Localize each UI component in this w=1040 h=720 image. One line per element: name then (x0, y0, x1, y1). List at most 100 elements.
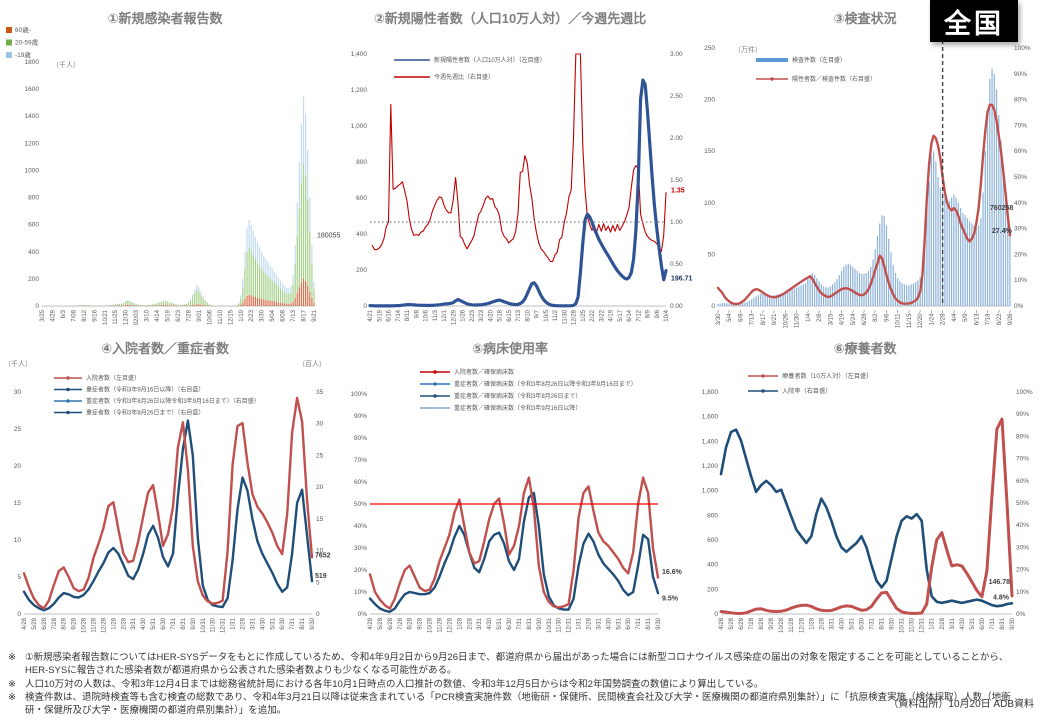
svg-text:400: 400 (707, 562, 718, 569)
chart-title: ⑥療養者数 (833, 341, 897, 356)
svg-text:200: 200 (28, 276, 39, 283)
svg-text:12/1: 12/1 (442, 309, 448, 321)
svg-text:11/10: 11/10 (218, 309, 224, 324)
svg-text:7/12: 7/12 (636, 309, 642, 321)
svg-text:11/30: 11/30 (562, 309, 568, 324)
svg-text:7652: 7652 (315, 552, 331, 559)
svg-text:3.00: 3.00 (670, 51, 683, 58)
svg-text:600: 600 (707, 537, 718, 544)
svg-text:9/30: 9/30 (656, 617, 662, 629)
svg-text:5/28: 5/28 (32, 617, 38, 629)
svg-text:5/31: 5/31 (616, 617, 622, 629)
svg-text:8/10: 8/10 (525, 309, 531, 321)
svg-text:7/14: 7/14 (396, 309, 402, 321)
svg-text:重症者数／確保病床数（令和3年8月26日以降令和3年9月16: 重症者数／確保病床数（令和3年8月26日以降令和3年9月16日まで） (454, 380, 637, 388)
svg-text:5/04: 5/04 (270, 309, 276, 321)
svg-text:50: 50 (708, 251, 716, 258)
svg-text:1200: 1200 (25, 140, 40, 147)
svg-text:9/7: 9/7 (535, 309, 541, 318)
svg-text:20: 20 (316, 484, 324, 491)
svg-text:6/30: 6/30 (161, 617, 167, 629)
svg-text:90%: 90% (1014, 71, 1027, 78)
svg-text:5/31: 5/31 (849, 617, 855, 629)
svg-text:1/4~: 1/4~ (806, 310, 812, 322)
svg-text:4/4~: 4/4~ (952, 310, 958, 322)
svg-text:11/25: 11/25 (113, 309, 119, 324)
svg-text:3/31: 3/31 (950, 617, 956, 629)
svg-text:7/31: 7/31 (171, 617, 177, 629)
svg-text:6/08: 6/08 (281, 309, 287, 321)
svg-text:11/30: 11/30 (211, 617, 217, 632)
svg-text:8/28: 8/28 (759, 617, 765, 629)
svg-text:10/28: 10/28 (428, 617, 434, 633)
svg-text:3/15~: 3/15~ (828, 310, 834, 326)
svg-text:0: 0 (714, 611, 718, 618)
svg-text:4/30: 4/30 (487, 617, 493, 629)
svg-text:12/31: 12/31 (567, 617, 573, 633)
svg-text:3/23: 3/23 (479, 309, 485, 321)
svg-text:50%: 50% (354, 501, 367, 508)
svg-text:15: 15 (316, 516, 324, 523)
svg-text:12/20~: 12/20~ (918, 310, 924, 329)
footnote-text: ①新規感染者報告数についてはHER-SYSデータをもとに作成しているため、令和4… (25, 652, 1009, 677)
svg-text:12/15: 12/15 (228, 309, 234, 325)
svg-text:2/23: 2/23 (470, 309, 476, 321)
svg-text:入院者数／確保病床数: 入院者数／確保病床数 (454, 368, 514, 376)
svg-text:12/28: 12/28 (447, 617, 453, 633)
footnote-marker: ※ (8, 652, 16, 663)
svg-text:1/31: 1/31 (577, 617, 583, 629)
svg-text:100%: 100% (1014, 45, 1031, 52)
footnotes: ※ ①新規感染者報告数についてはHER-SYSデータをもとに作成しているため、令… (8, 651, 1022, 717)
svg-text:8/31: 8/31 (880, 617, 886, 629)
footnote-text: 検査件数は、退院時検査等も含む検査の総数であり、令和4年3月21日以降は従来含ま… (25, 691, 1011, 717)
svg-text:7/13~: 7/13~ (750, 310, 756, 326)
svg-text:60%: 60% (1016, 478, 1029, 485)
svg-text:5/18: 5/18 (498, 309, 504, 321)
svg-text:150: 150 (704, 148, 715, 155)
svg-text:5/31: 5/31 (270, 617, 276, 629)
svg-text:10%: 10% (354, 589, 367, 596)
svg-text:7/28: 7/28 (749, 617, 755, 629)
svg-text:11/15~: 11/15~ (907, 310, 913, 329)
svg-text:9/26~: 9/26~ (1008, 310, 1014, 326)
svg-text:70%: 70% (354, 457, 367, 464)
svg-text:1/28: 1/28 (457, 617, 463, 629)
svg-text:6/16: 6/16 (387, 309, 393, 321)
svg-text:25: 25 (316, 452, 324, 459)
svg-text:400: 400 (28, 249, 39, 256)
svg-text:100: 100 (704, 200, 715, 207)
chart-title: ⑤病床使用率 (471, 341, 548, 356)
svg-text:1,200: 1,200 (702, 463, 719, 470)
svg-text:今週先週比（右目盛）: 今週先週比（右目盛） (434, 73, 494, 81)
svg-text:25: 25 (14, 426, 22, 433)
svg-text:8/28: 8/28 (62, 617, 68, 629)
svg-text:11/30~: 11/30~ (795, 310, 801, 329)
svg-text:9/6~: 9/6~ (884, 310, 890, 322)
svg-text:80%: 80% (354, 435, 367, 442)
svg-text:180055: 180055 (317, 233, 340, 240)
svg-text:7/18~: 7/18~ (986, 310, 992, 326)
svg-text:5/24~: 5/24~ (851, 310, 857, 326)
svg-text:400: 400 (356, 231, 367, 238)
svg-text:6/14: 6/14 (627, 309, 633, 321)
svg-text:4/30: 4/30 (141, 617, 147, 629)
svg-text:7/28: 7/28 (186, 309, 192, 321)
svg-text:9/21~: 9/21~ (772, 310, 778, 326)
footnote-marker: ※ (8, 678, 16, 690)
svg-text:8/17~: 8/17~ (761, 310, 767, 326)
svg-text:6/30: 6/30 (859, 617, 865, 629)
svg-text:200: 200 (704, 97, 715, 104)
svg-text:検査件数（左目盛）: 検査件数（左目盛） (792, 56, 846, 64)
svg-text:5/28: 5/28 (378, 617, 384, 629)
svg-text:100%: 100% (1016, 389, 1033, 396)
svg-text:6/28: 6/28 (42, 617, 48, 629)
svg-text:0: 0 (711, 303, 715, 310)
chart-testing-panel: ③検査状況 0 50 100 150 200 250 0% 10% 20% 30% 40% 50% 60… (692, 6, 1038, 340)
svg-text:陽性者数／検査件数（右目盛）: 陽性者数／検査件数（右目盛） (792, 75, 876, 83)
svg-text:20-59歳: 20-59歳 (15, 38, 39, 47)
svg-text:3/25: 3/25 (40, 309, 46, 321)
svg-text:1000: 1000 (25, 167, 40, 174)
svg-text:3/30: 3/30 (260, 309, 266, 321)
svg-text:800: 800 (707, 512, 718, 519)
svg-text:8/11: 8/11 (405, 309, 411, 321)
